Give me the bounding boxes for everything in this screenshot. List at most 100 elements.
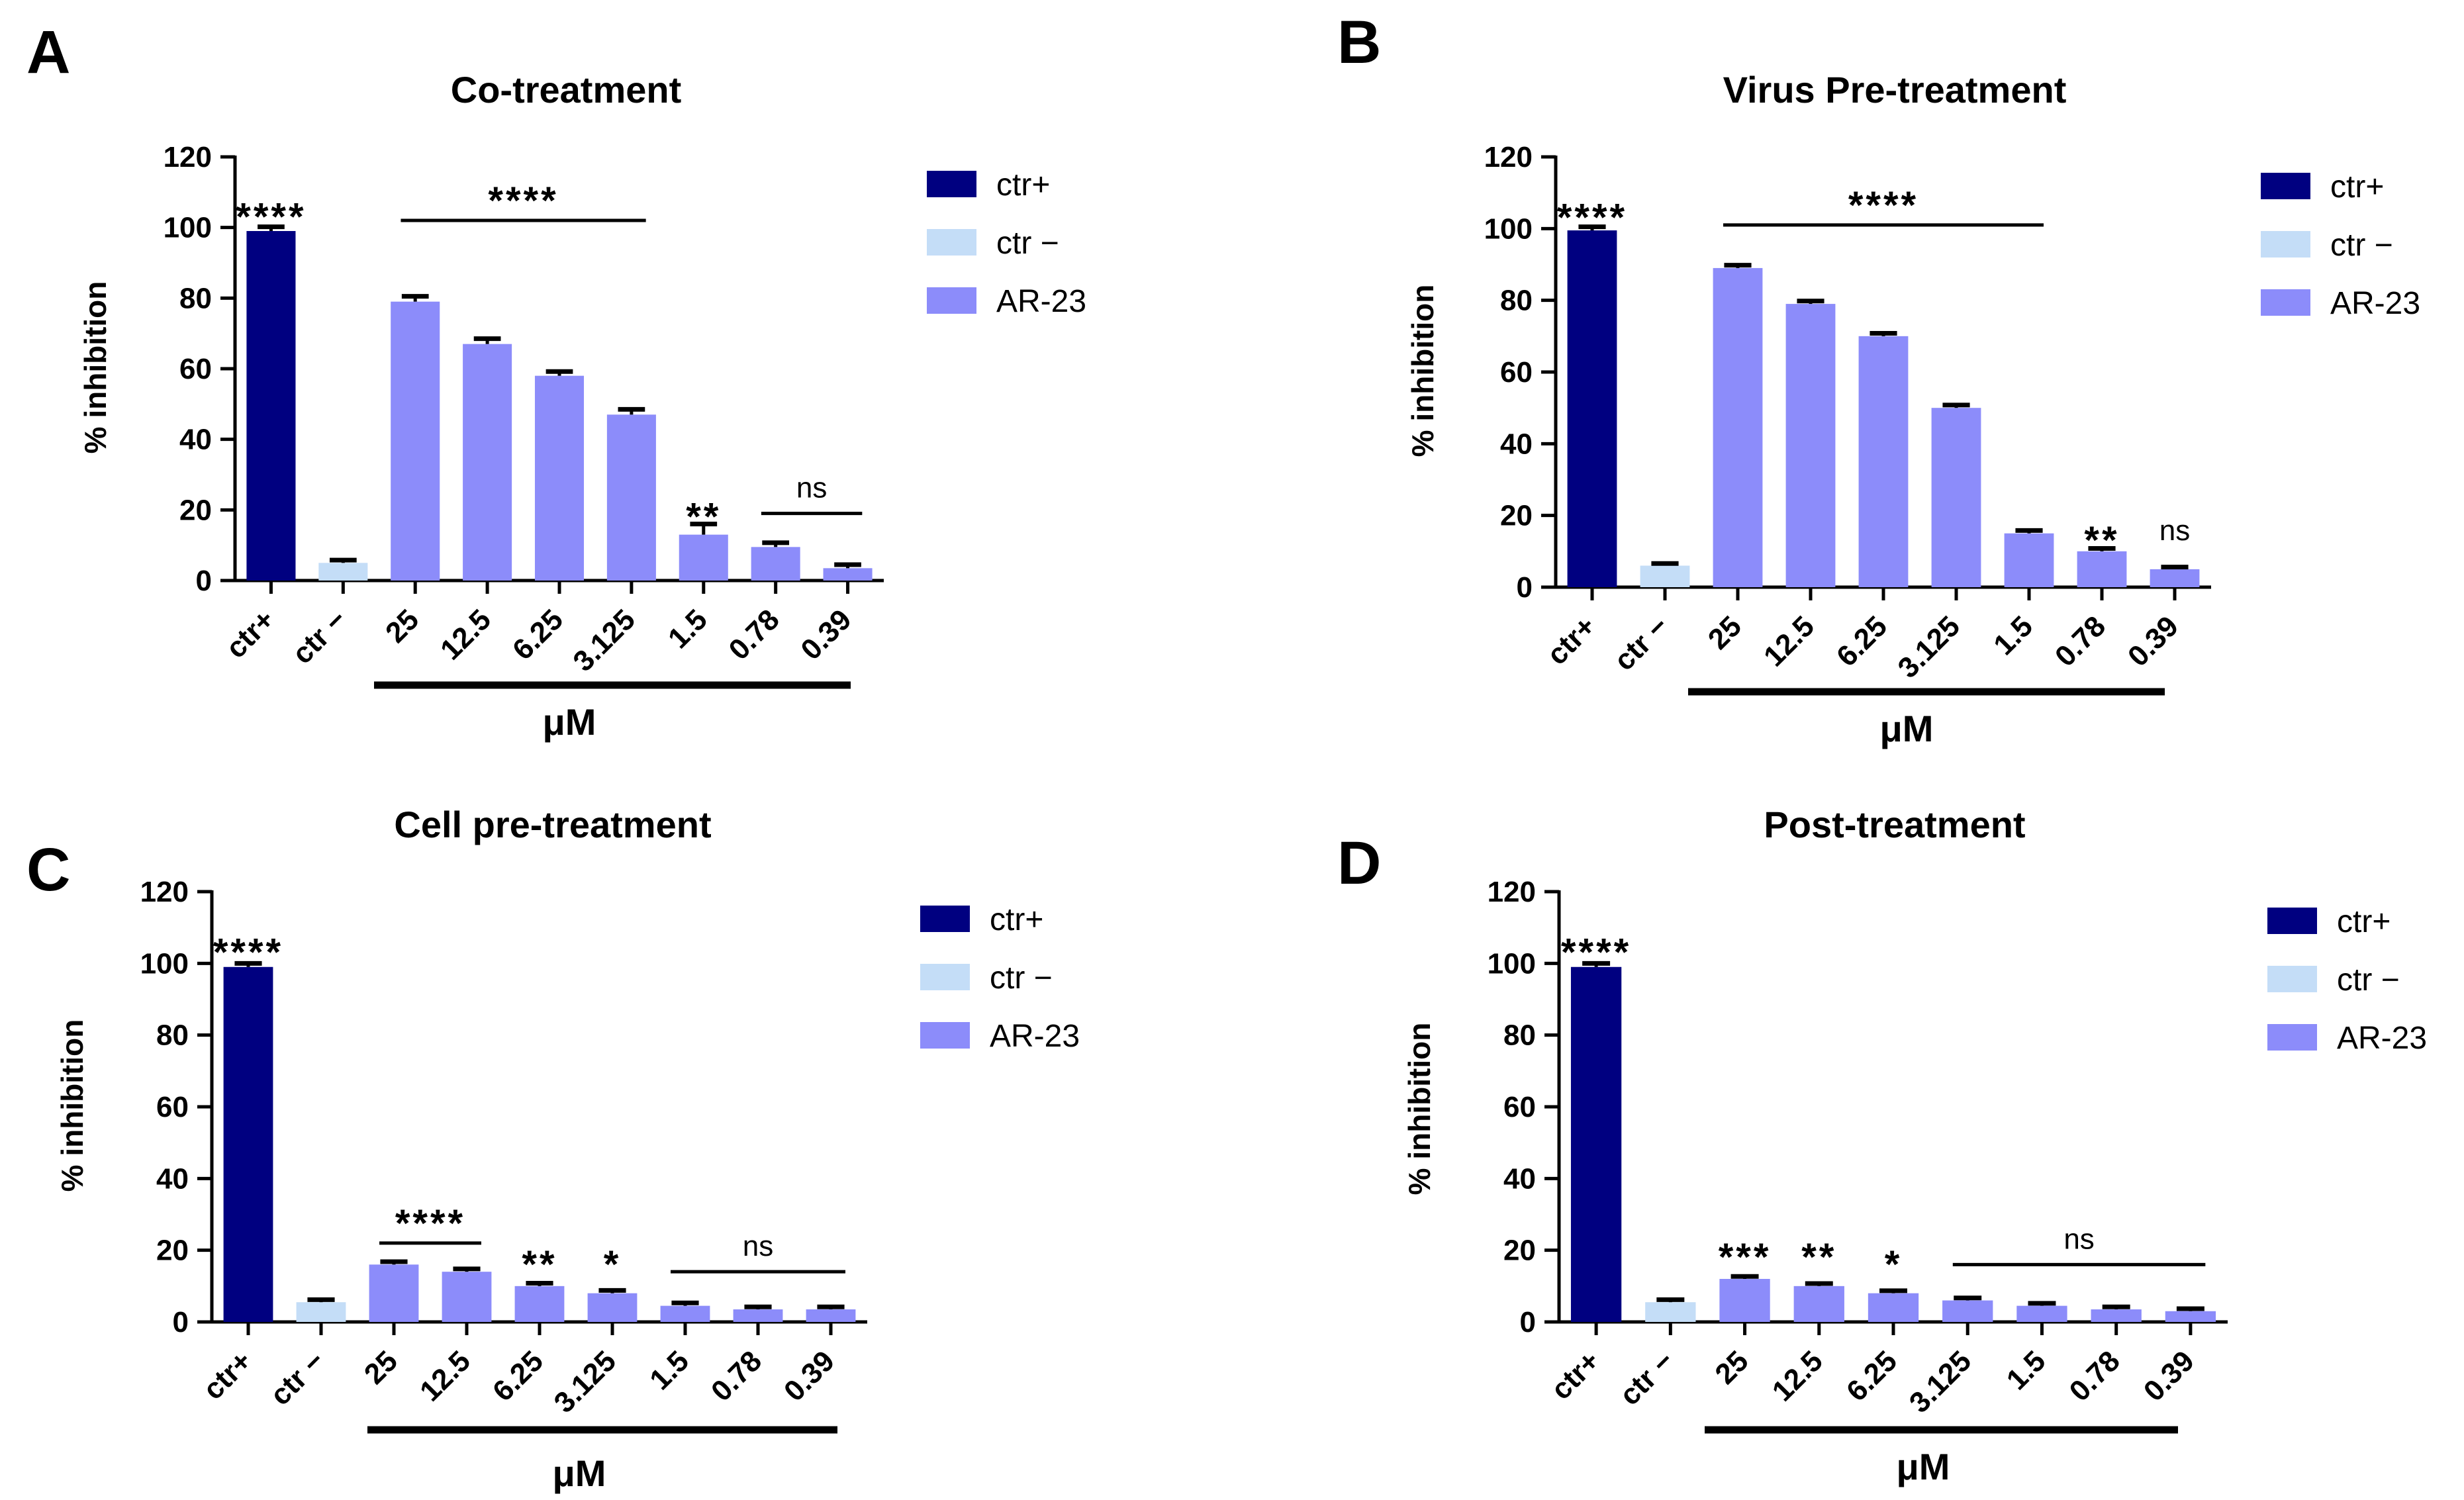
y-axis-title: % inhibition [78,281,113,454]
x-tick-label: 3.125 [548,1344,623,1419]
bar [1793,1286,1844,1322]
bar [751,547,800,581]
y-tick-label: 80 [1500,285,1533,317]
y-tick-label: 20 [156,1235,189,1267]
significance-label: * [1885,1243,1903,1286]
legend-label: ctr − [2337,962,2400,998]
x-tick-label: 6.25 [1830,610,1893,673]
significance-label: ** [1801,1236,1836,1279]
bar [1785,304,1836,587]
significance-label: ns [2063,1223,2094,1255]
significance-label: ns [2159,514,2190,547]
bar [1567,230,1617,588]
x-tick-label: 6.25 [1840,1344,1903,1407]
y-tick-label: 100 [1488,947,1536,980]
chart-title: Post-treatment [1764,804,2025,845]
legend-label: ctr − [996,226,1059,261]
legend-label: ctr+ [2337,904,2391,939]
bar [2016,1305,2067,1322]
y-tick-label: 40 [1500,428,1533,460]
y-tick-label: 60 [1500,356,1533,389]
bar [534,375,585,581]
chart-title: Virus Pre-treatment [1723,69,2067,111]
legend-label: ctr+ [2330,169,2384,205]
y-tick-label: 20 [179,494,212,526]
unit-label: μM [553,1452,606,1494]
y-tick-label: 60 [179,353,212,385]
x-tick-label: ctr − [264,1344,331,1411]
y-tick-label: 120 [140,876,189,908]
x-tick-label: 12.5 [434,603,497,666]
legend-label: ctr − [2330,228,2393,263]
bar [391,301,440,581]
x-tick-label: 3.125 [567,603,641,678]
bar [1868,1293,1919,1322]
bar [660,1305,710,1322]
bar [246,231,296,581]
y-tick-label: 60 [1503,1091,1536,1123]
x-tick-label: ctr − [286,603,353,670]
significance-label: **** [236,195,306,238]
x-tick-label: ctr+ [220,603,281,665]
legend-label: AR-23 [2330,286,2420,321]
y-axis-title: % inhibition [1402,1023,1437,1195]
y-tick-label: 40 [1503,1162,1536,1195]
legend-swatch [2261,231,2310,258]
bar [1570,966,1622,1322]
bar [823,568,873,581]
x-tick-label: 12.5 [1766,1344,1829,1407]
bar [1942,1300,1993,1322]
bar [806,1309,856,1322]
y-tick-label: 40 [156,1162,189,1195]
y-tick-label: 120 [1484,141,1533,173]
legend-swatch [927,229,976,256]
bar [2077,551,2127,587]
y-tick-label: 0 [173,1306,189,1338]
legend-swatch [927,171,976,197]
legend-label: ctr − [990,961,1053,996]
bar [1713,267,1763,587]
bar [442,1272,492,1322]
bar [1645,1302,1696,1322]
significance-label: ns [743,1230,773,1262]
y-tick-label: 60 [156,1091,189,1123]
legend-swatch [2267,966,2317,992]
bar [2165,1311,2216,1322]
x-tick-label: 1.5 [662,603,714,655]
unit-label: μM [1897,1446,1950,1487]
panel-letter: B [1337,9,1381,76]
x-tick-label: 25 [379,603,425,649]
x-tick-label: 0.39 [794,603,857,666]
legend-swatch [920,906,970,932]
legend-label: ctr+ [996,167,1050,203]
x-tick-label: 0.78 [723,603,786,666]
legend-swatch [2261,289,2310,316]
y-tick-label: 100 [1484,212,1533,245]
x-tick-label: ctr+ [1540,610,1602,671]
bar [223,966,273,1322]
legend-label: ctr+ [990,902,1043,937]
panel-letter: D [1337,829,1381,897]
y-tick-label: 40 [179,424,212,456]
x-tick-label: ctr − [1613,1344,1680,1411]
x-tick-label: 0.39 [2122,610,2185,673]
x-tick-label: 0.78 [2063,1344,2126,1407]
x-tick-label: 6.25 [487,1344,549,1407]
x-tick-label: 3.125 [1903,1344,1978,1419]
x-tick-label: 0.39 [2138,1344,2201,1407]
x-tick-label: 25 [358,1344,404,1390]
panel-b: B Virus Pre-treatment % inhibition 0 20 40 60 8… [1337,9,2420,749]
bar [318,563,368,581]
significance-label: ** [522,1243,557,1286]
x-tick-label: 0.78 [2049,610,2112,673]
y-tick-label: 20 [1503,1235,1536,1267]
chart-title: Cell pre-treatment [394,804,711,845]
x-tick-label: 0.78 [705,1344,768,1407]
x-tick-label: 1.5 [643,1344,695,1396]
y-axis-title: % inhibition [1405,285,1440,457]
significance-label: **** [395,1202,465,1245]
significance-label: * [604,1243,622,1286]
x-tick-label: 12.5 [1758,610,1821,673]
legend-label: AR-23 [996,284,1086,319]
